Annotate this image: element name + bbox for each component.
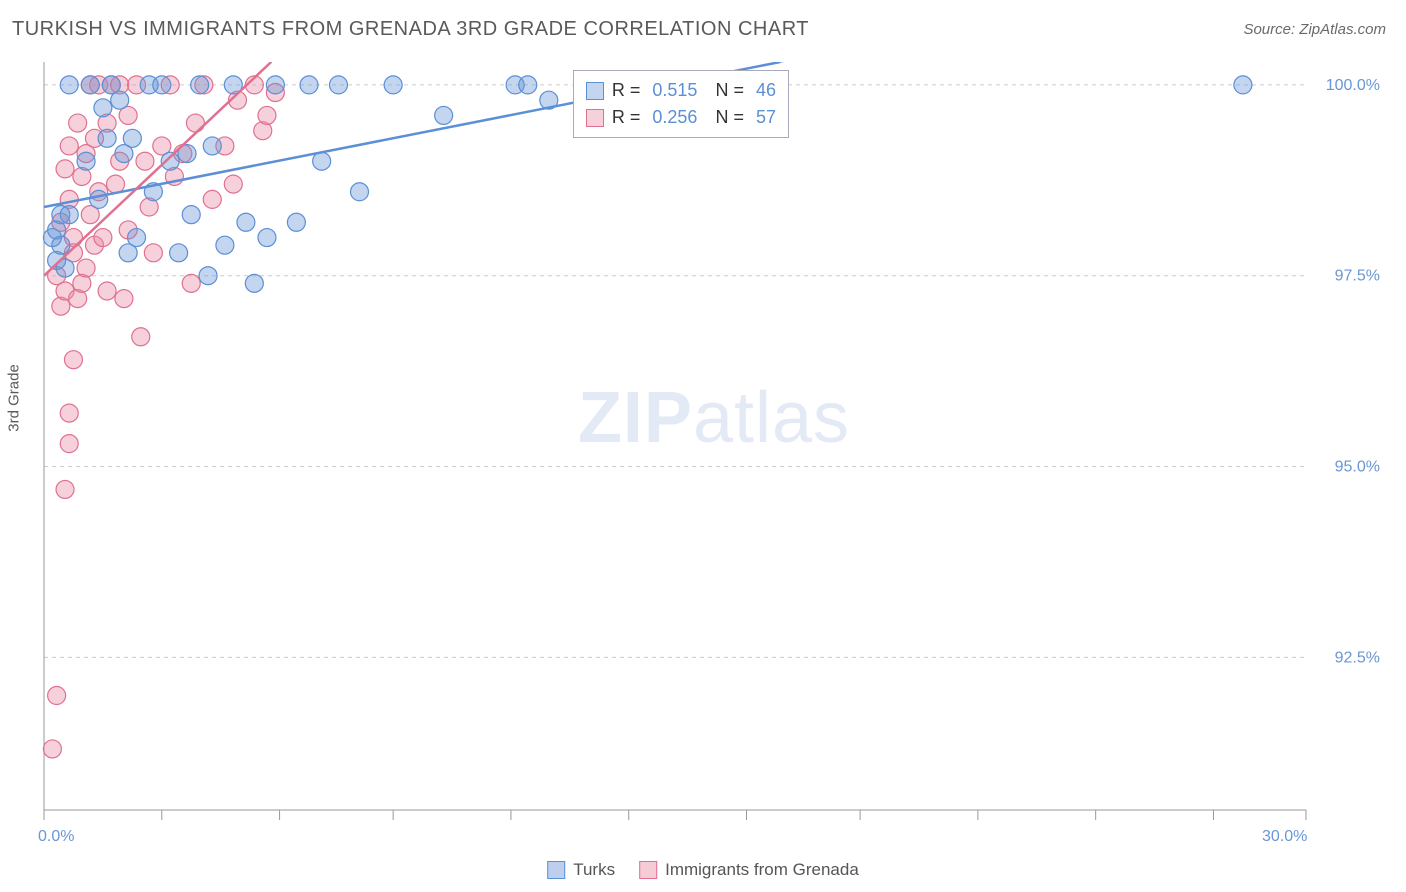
chart-container: 3rd Grade 92.5%95.0%97.5%100.0% ZIPatlas…: [42, 62, 1386, 852]
legend-label: Turks: [573, 860, 615, 880]
scatter-point: [56, 480, 74, 498]
legend-r-value: 0.256: [652, 104, 697, 131]
source-text: Source: ZipAtlas.com: [1243, 21, 1386, 38]
scatter-point: [90, 190, 108, 208]
scatter-point: [123, 129, 141, 147]
y-tick-label: 100.0%: [1326, 77, 1380, 94]
bottom-legend-item: Turks: [547, 860, 615, 880]
scatter-point: [384, 76, 402, 94]
legend-swatch: [639, 861, 657, 879]
legend-n-value: 46: [756, 77, 776, 104]
legend-n-label: N =: [715, 104, 744, 131]
chart-title: TURKISH VS IMMIGRANTS FROM GRENADA 3RD G…: [12, 18, 809, 41]
scatter-point: [329, 76, 347, 94]
scatter-point: [60, 76, 78, 94]
y-tick-label: 95.0%: [1335, 459, 1380, 476]
scatter-point: [94, 229, 112, 247]
scatter-point: [182, 206, 200, 224]
scatter-point: [191, 76, 209, 94]
scatter-point: [77, 152, 95, 170]
scatter-plot: 92.5% 95.0% 97.5% 100.0%: [42, 62, 1386, 852]
y-tick-label: 97.5%: [1335, 268, 1380, 285]
scatter-point: [287, 213, 305, 231]
scatter-point: [128, 229, 146, 247]
scatter-point: [351, 183, 369, 201]
legend-swatch: [547, 861, 565, 879]
scatter-point: [435, 106, 453, 124]
scatter-point: [56, 160, 74, 178]
scatter-point: [245, 274, 263, 292]
scatter-point: [48, 687, 66, 705]
scatter-point: [60, 404, 78, 422]
stats-legend: R = 0.515 N = 46 R = 0.256 N = 57: [573, 70, 789, 138]
legend-label: Immigrants from Grenada: [665, 860, 859, 880]
scatter-point: [203, 190, 221, 208]
scatter-point: [98, 129, 116, 147]
scatter-point: [258, 229, 276, 247]
scatter-point: [69, 114, 87, 132]
scatter-point: [144, 244, 162, 262]
scatter-point: [64, 351, 82, 369]
bottom-legend: Turks Immigrants from Grenada: [547, 860, 859, 880]
scatter-point: [170, 244, 188, 262]
legend-n-label: N =: [715, 77, 744, 104]
stats-legend-row: R = 0.256 N = 57: [586, 104, 776, 131]
scatter-point: [203, 137, 221, 155]
scatter-point: [1234, 76, 1252, 94]
legend-swatch: [586, 82, 604, 100]
scatter-point: [519, 76, 537, 94]
legend-swatch: [586, 109, 604, 127]
stats-legend-row: R = 0.515 N = 46: [586, 77, 776, 104]
scatter-point: [313, 152, 331, 170]
y-axis-label: 3rd Grade: [6, 364, 23, 432]
legend-r-value: 0.515: [652, 77, 697, 104]
scatter-point: [132, 328, 150, 346]
scatter-point: [153, 76, 171, 94]
x-axis-end-label: 30.0%: [1262, 828, 1307, 846]
scatter-point: [199, 267, 217, 285]
legend-n-value: 57: [756, 104, 776, 131]
legend-r-label: R =: [612, 104, 641, 131]
scatter-point: [300, 76, 318, 94]
scatter-point: [258, 106, 276, 124]
x-axis-start-label: 0.0%: [38, 828, 74, 846]
scatter-point: [111, 91, 129, 109]
scatter-point: [60, 435, 78, 453]
scatter-point: [115, 290, 133, 308]
scatter-point: [182, 274, 200, 292]
scatter-point: [77, 259, 95, 277]
scatter-point: [136, 152, 154, 170]
scatter-point: [237, 213, 255, 231]
scatter-point: [186, 114, 204, 132]
scatter-point: [98, 282, 116, 300]
scatter-point: [94, 99, 112, 117]
bottom-legend-item: Immigrants from Grenada: [639, 860, 859, 880]
scatter-point: [216, 236, 234, 254]
scatter-point: [60, 137, 78, 155]
header: TURKISH VS IMMIGRANTS FROM GRENADA 3RD G…: [0, 0, 1406, 49]
legend-r-label: R =: [612, 77, 641, 104]
scatter-point: [52, 236, 70, 254]
scatter-point: [60, 206, 78, 224]
y-tick-label: 92.5%: [1335, 649, 1380, 666]
scatter-point: [81, 76, 99, 94]
scatter-point: [43, 740, 61, 758]
scatter-point: [266, 76, 284, 94]
scatter-point: [224, 175, 242, 193]
